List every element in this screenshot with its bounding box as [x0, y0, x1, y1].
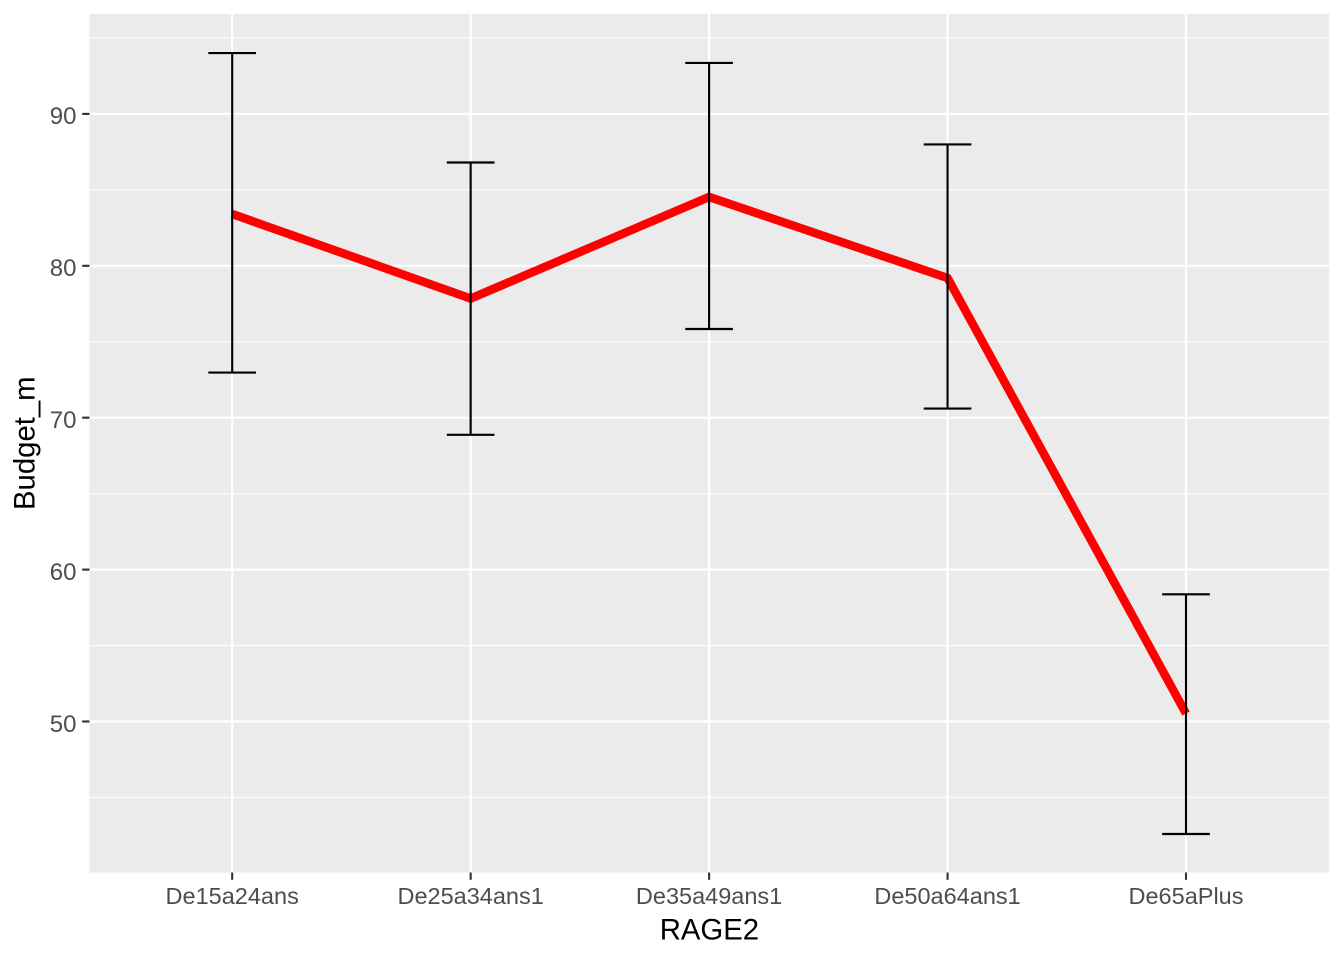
svg-text:Budget_m: Budget_m: [9, 376, 42, 510]
svg-text:90: 90: [50, 103, 77, 130]
svg-text:RAGE2: RAGE2: [660, 914, 759, 947]
svg-text:De15a24ans: De15a24ans: [166, 883, 299, 909]
svg-text:80: 80: [50, 255, 77, 282]
svg-text:De65aPlus: De65aPlus: [1129, 883, 1244, 909]
svg-text:De25a34ans1: De25a34ans1: [397, 883, 543, 909]
svg-text:De50a64ans1: De50a64ans1: [874, 883, 1020, 909]
svg-text:50: 50: [50, 711, 77, 738]
svg-text:60: 60: [50, 559, 77, 586]
svg-text:De35a49ans1: De35a49ans1: [636, 883, 782, 909]
svg-text:70: 70: [50, 407, 77, 434]
